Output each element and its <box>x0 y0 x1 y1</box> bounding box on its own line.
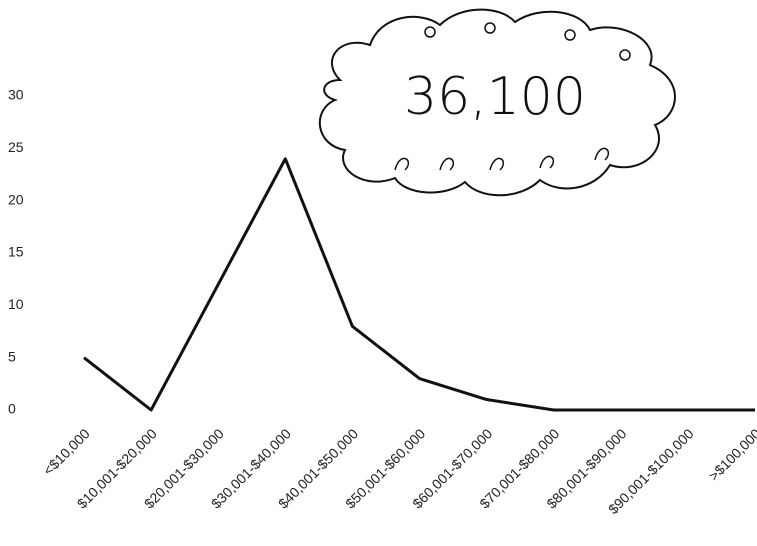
cloud <box>318 8 676 197</box>
y-tick-label: 15 <box>8 244 24 260</box>
x-tick-label: >$100,000 <box>705 425 757 484</box>
cloud-loop <box>564 29 576 41</box>
y-tick-label: 5 <box>8 348 16 364</box>
y-tick-label: 20 <box>8 191 24 207</box>
cloud-loop <box>484 22 496 34</box>
line <box>83 157 755 412</box>
annotation: 36,100 <box>404 67 586 127</box>
y-tick-label: 25 <box>8 139 24 155</box>
cloud-loops <box>394 147 610 171</box>
cloud-loop <box>424 26 436 38</box>
y-tick-label: 10 <box>8 296 24 312</box>
x-tick-label: <$10,000 <box>40 425 93 478</box>
cloud-loop <box>619 49 631 61</box>
y-tick-label: 30 <box>8 87 24 103</box>
y-tick-label: 0 <box>8 401 16 417</box>
